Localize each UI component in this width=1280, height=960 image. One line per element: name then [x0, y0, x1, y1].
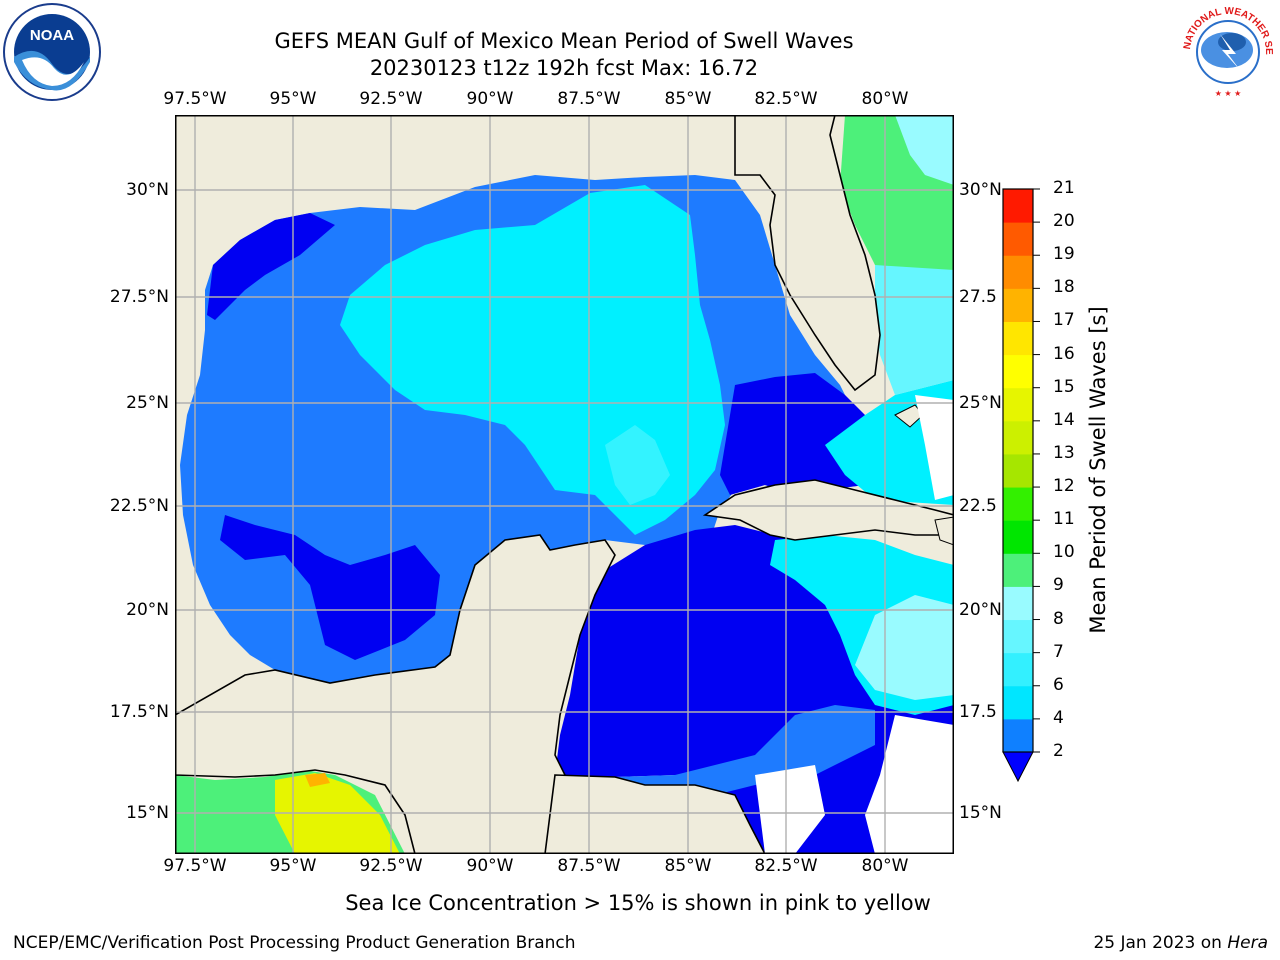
lat-label-right: 20°N [959, 600, 1002, 620]
florida-land [734, 115, 881, 392]
sea-ice-note: Sea Ice Concentration > 15% is shown in … [345, 891, 931, 915]
nodata-patch [915, 395, 954, 500]
colorbar-segment [1003, 487, 1033, 521]
lat-label-left: 22.5°N [109, 496, 169, 516]
lat-label-right: 22.5 [959, 496, 997, 516]
chart-subtitle: 20230123 t12z 192h fcst Max: 16.72 [369, 56, 759, 80]
gulf-map [175, 115, 954, 854]
colorbar-tick-label: 10 [1053, 542, 1075, 563]
lon-label-top: 90°W [466, 89, 514, 109]
lon-label-top: 87.5°W [557, 89, 621, 109]
colorbar-tick-label: 7 [1053, 641, 1064, 662]
colorbar-segment [1003, 321, 1033, 356]
lat-label-right: 30°N [959, 180, 1002, 200]
colorbar-extend-arrow [1002, 751, 1034, 783]
chart-title: GEFS MEAN Gulf of Mexico Mean Period of … [274, 29, 854, 53]
nodata-patch [755, 765, 825, 854]
colorbar-tick-label: 4 [1053, 707, 1064, 728]
colorbar-tick-label: 14 [1053, 409, 1075, 430]
colorbar-tick-label: 13 [1053, 442, 1075, 463]
footer-credit: NCEP/EMC/Verification Post Processing Pr… [13, 933, 576, 953]
lon-label-bottom: 80°W [861, 856, 909, 876]
noaa-logo: NOAA [2, 2, 102, 102]
lon-label-bottom: 95°W [269, 856, 317, 876]
lat-label-right: 17.5 [959, 702, 997, 722]
colorbar-segment [1003, 553, 1033, 587]
lon-label-top: 80°W [861, 89, 909, 109]
colorbar-segment [1003, 685, 1033, 720]
pacific-water-orange [305, 773, 330, 787]
colorbar-segment [1003, 453, 1033, 488]
lon-label-top: 82.5°W [754, 89, 818, 109]
lon-label-bottom: 90°W [466, 856, 514, 876]
colorbar-tick-label: 21 [1053, 178, 1075, 198]
lat-label-left: 27.5°N [109, 287, 169, 307]
colorbar-tick-label: 19 [1053, 244, 1075, 265]
lat-label-right: 25°N [959, 393, 1002, 413]
colorbar-tick-label: 18 [1053, 277, 1075, 298]
gulf-water-dark-west [207, 213, 335, 320]
lat-label-left: 20°N [126, 600, 169, 620]
colorbar-segment [1003, 586, 1033, 621]
lat-label-left: 30°N [126, 180, 169, 200]
svg-text:★ ★ ★: ★ ★ ★ [1215, 89, 1242, 98]
colorbar-tick-label: 9 [1053, 575, 1064, 596]
colorbar-segment [1003, 354, 1033, 389]
colorbar-segment [1003, 718, 1033, 753]
colorbar-tick-label: 8 [1053, 608, 1064, 629]
colorbar-tick-label: 16 [1053, 343, 1075, 364]
lat-label-left: 17.5°N [109, 702, 169, 722]
caribbean-water-lightcyan [855, 595, 954, 700]
lon-label-top: 95°W [269, 89, 317, 109]
lon-label-top: 85°W [664, 89, 712, 109]
colorbar-tick-label: 12 [1053, 476, 1075, 497]
lon-label-top: 92.5°W [359, 89, 423, 109]
colorbar-segment [1003, 520, 1033, 554]
atlantic-water-lightcyan [895, 115, 954, 185]
colorbar-segment [1003, 420, 1033, 455]
lon-label-bottom: 82.5°W [754, 856, 818, 876]
nws-logo: NATIONAL WEATHER SERVICE ★ ★ ★ [1176, 0, 1276, 100]
central-america-land [544, 774, 766, 854]
colorbar-tick-label: 11 [1053, 509, 1075, 530]
map-frame [175, 115, 954, 854]
lon-label-bottom: 97.5°W [163, 856, 227, 876]
colorbar-title: Mean Period of Swell Waves [s] [1086, 306, 1110, 634]
lon-label-bottom: 85°W [664, 856, 712, 876]
colorbar-segment [1003, 288, 1033, 322]
colorbar-tick-label: 6 [1053, 674, 1064, 695]
hispaniola-land [934, 516, 954, 546]
cuba-land [702, 479, 954, 541]
gulf-water-dark-south [220, 515, 440, 660]
lon-label-top: 97.5°W [163, 89, 227, 109]
footer-date-text: 25 Jan 2023 on [1093, 933, 1228, 953]
colorbar-segment [1003, 652, 1033, 687]
colorbar-tick-label: 17 [1053, 310, 1075, 331]
footer-date: 25 Jan 2023 on Hera [1093, 933, 1268, 953]
caribbean-water-blue [555, 705, 875, 805]
colorbar [1002, 188, 1040, 783]
footer-host: Hera [1227, 933, 1268, 953]
yucatan-land [175, 534, 616, 854]
lat-label-left: 15°N [126, 803, 169, 823]
colorbar-segment [1003, 189, 1033, 223]
colorbar-segment [1003, 222, 1033, 256]
lat-label-right: 27.5 [959, 287, 997, 307]
lat-label-right: 15°N [959, 803, 1002, 823]
lon-label-bottom: 92.5°W [359, 856, 423, 876]
colorbar-frame [1002, 188, 1034, 753]
lat-label-left: 25°N [126, 393, 169, 413]
colorbar-segment [1003, 619, 1033, 654]
nodata-patch [865, 715, 954, 854]
map-grid [175, 115, 954, 854]
colorbar-tick-label: 15 [1053, 376, 1075, 397]
gulf-water-cyan-light [605, 425, 670, 505]
lon-label-bottom: 87.5°W [557, 856, 621, 876]
colorbar-tick-label: 20 [1053, 211, 1075, 232]
colorbar-tick-label: 2 [1053, 741, 1064, 761]
colorbar-segment [1003, 255, 1033, 289]
colorbar-segment [1003, 387, 1033, 422]
noaa-logo-text: NOAA [30, 27, 74, 44]
